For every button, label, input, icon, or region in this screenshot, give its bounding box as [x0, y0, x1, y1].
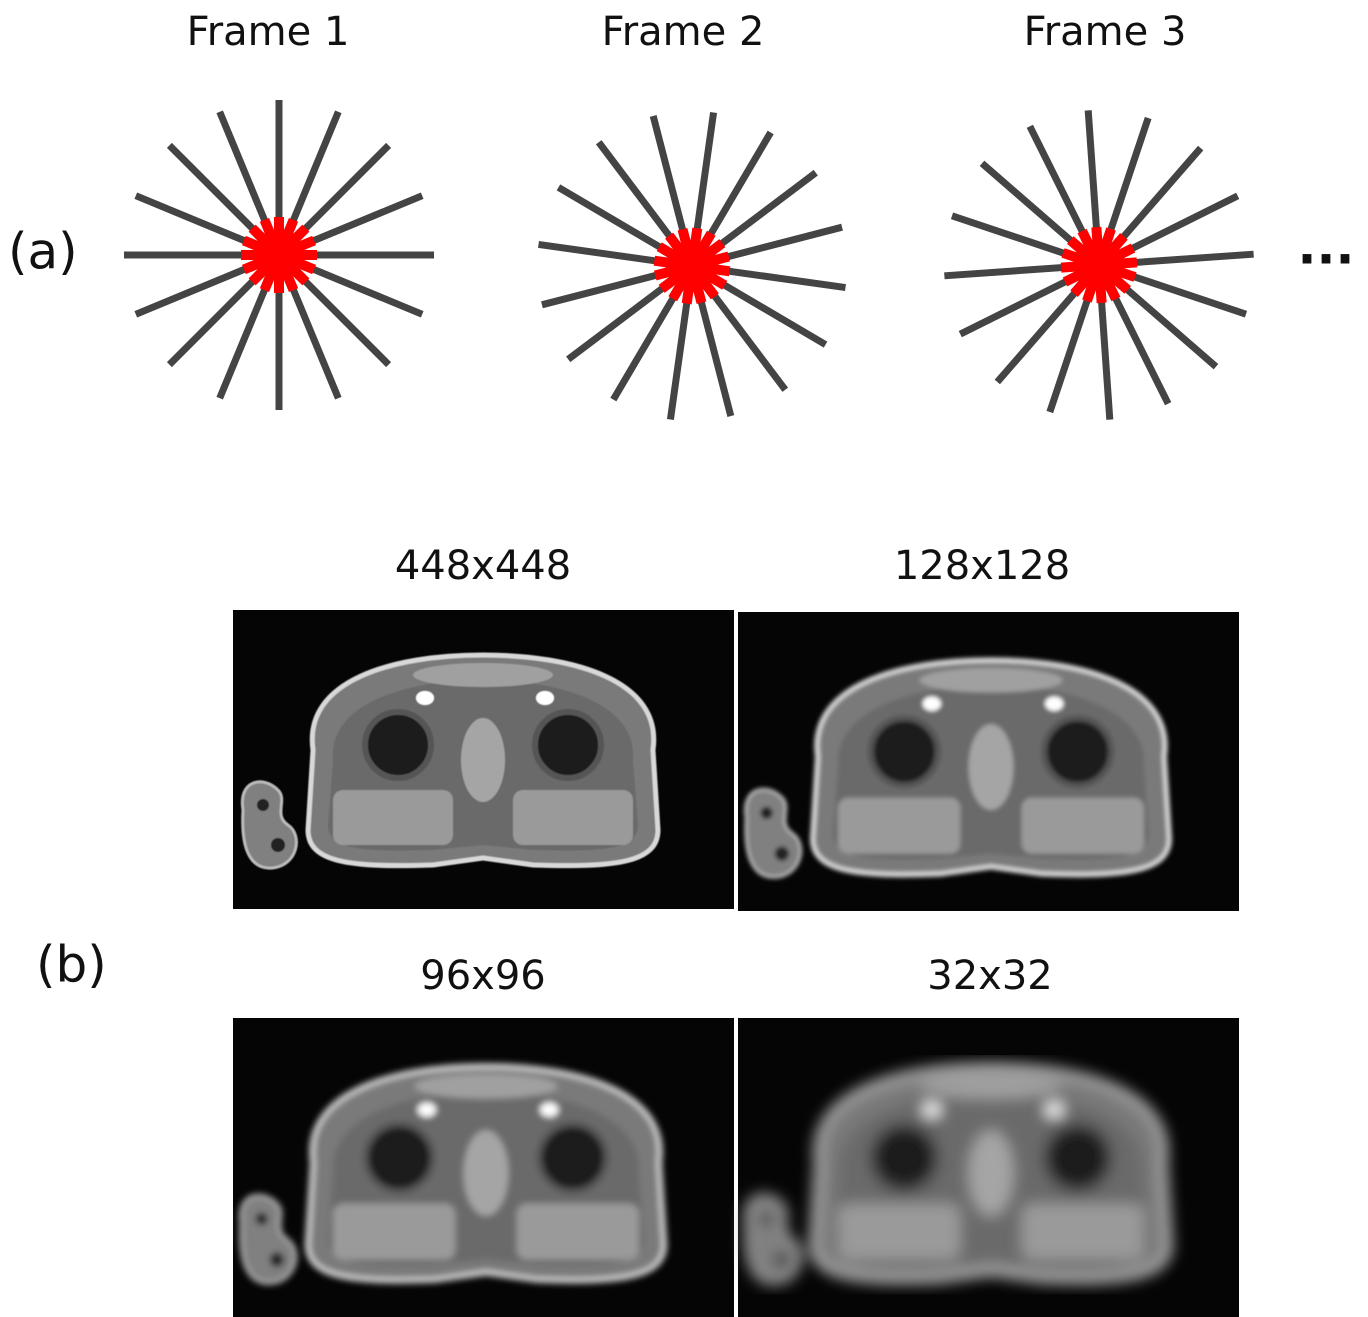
vessel: [923, 697, 941, 711]
frame-title: Frame 2: [602, 9, 765, 55]
mri-image: [233, 610, 734, 909]
vessel: [923, 1103, 941, 1117]
vessel: [416, 691, 434, 705]
muscle: [838, 798, 960, 854]
frame-title: Frame 3: [1024, 9, 1187, 55]
muscle: [1022, 798, 1144, 854]
figure: (a) Frame 1 Frame 2 Frame 3 ... (b) 448x…: [0, 0, 1368, 1317]
muscle: [333, 790, 453, 845]
hand-hole: [257, 799, 269, 811]
panel-label: (b): [36, 936, 107, 994]
hand-hole: [775, 847, 789, 861]
image-title: 128x128: [894, 543, 1070, 589]
muscle: [513, 790, 633, 845]
image-title: 96x96: [420, 953, 545, 999]
hip: [366, 1124, 433, 1191]
hand-hole: [760, 807, 772, 819]
spoke-frame: [124, 100, 434, 410]
hand-hole: [255, 1213, 267, 1225]
muscle: [517, 1204, 639, 1260]
muscle: [838, 1204, 960, 1260]
prostate: [464, 1130, 509, 1216]
image-title: 32x32: [927, 953, 1052, 999]
muscle: [1022, 1204, 1144, 1260]
spoke-frame: [539, 113, 846, 420]
fat: [920, 1074, 1063, 1098]
hand-hole: [270, 1253, 284, 1267]
prostate: [969, 1130, 1014, 1216]
hand-hole: [775, 1253, 789, 1267]
mri-image: [738, 1018, 1239, 1317]
page: (a) Frame 1 Frame 2 Frame 3 ... (b) 448x…: [0, 0, 1368, 1317]
hip: [871, 718, 938, 785]
mri-image: [738, 612, 1239, 911]
fat: [413, 663, 553, 687]
hip: [1044, 1124, 1111, 1191]
prostate: [969, 724, 1014, 810]
vessel: [536, 691, 554, 705]
vessel: [418, 1103, 436, 1117]
radial-trajectories: [124, 100, 1254, 420]
vessel: [540, 1103, 558, 1117]
hip: [535, 712, 601, 778]
hand-hole: [271, 838, 285, 852]
image-title: 448x448: [395, 543, 571, 589]
mri-images: [233, 610, 1239, 1317]
hip: [871, 1124, 938, 1191]
mri-image: [233, 1018, 734, 1317]
hand-hole: [760, 1213, 772, 1225]
hip: [365, 712, 431, 778]
prostate: [461, 718, 505, 802]
vessel: [1045, 697, 1063, 711]
frame-title: Frame 1: [187, 9, 350, 55]
fat: [920, 668, 1063, 692]
ellipsis: ...: [1298, 218, 1355, 276]
hip: [1044, 718, 1111, 785]
muscle: [333, 1204, 455, 1260]
fat: [415, 1074, 558, 1098]
panel-label: (a): [8, 223, 78, 281]
spoke-frame: [944, 110, 1253, 419]
hip: [539, 1124, 606, 1191]
vessel: [1045, 1103, 1063, 1117]
